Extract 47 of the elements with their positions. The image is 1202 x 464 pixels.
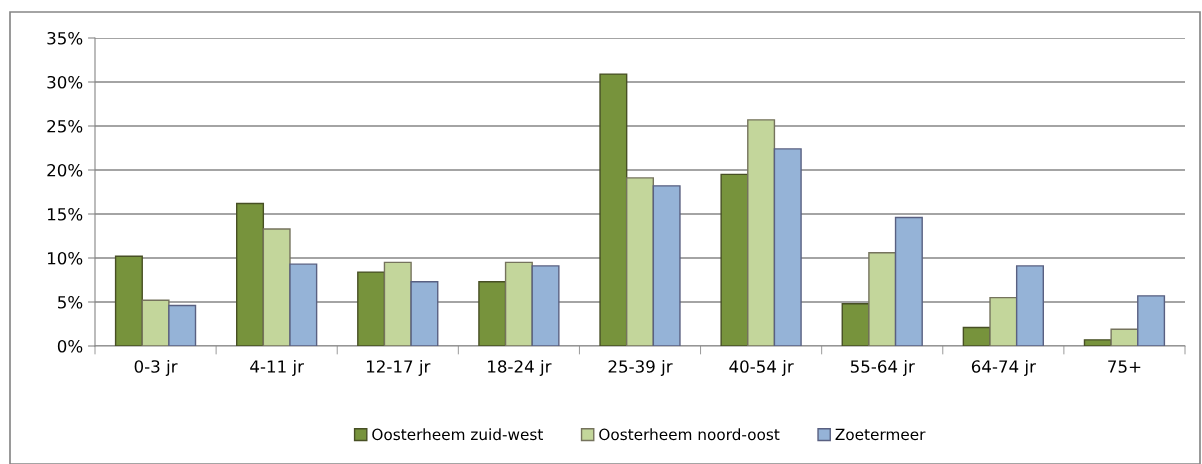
legend-label: Oosterheem zuid-west bbox=[372, 428, 543, 441]
legend-label: Zoetermeer bbox=[835, 428, 926, 441]
bar bbox=[720, 173, 749, 346]
bar bbox=[289, 263, 318, 346]
y-tick-label: 0% bbox=[57, 339, 83, 353]
x-tick-label: 18-24 jr bbox=[488, 359, 552, 377]
bar bbox=[962, 326, 991, 346]
bar bbox=[531, 265, 560, 346]
bar bbox=[383, 261, 412, 346]
y-tick-label: 30% bbox=[47, 75, 83, 89]
y-tick-label: 5% bbox=[58, 295, 83, 309]
y-tick-label: 25% bbox=[47, 119, 83, 133]
bar bbox=[841, 303, 870, 346]
x-tick-label: 40-54 jr bbox=[729, 359, 794, 377]
x-tick-label: 12-17 jr bbox=[367, 359, 431, 377]
bar bbox=[989, 296, 1018, 346]
legend-label: Oosterheem noord-oost bbox=[599, 428, 780, 441]
x-tick-label: 55-64 jr bbox=[850, 359, 915, 377]
bar bbox=[357, 271, 386, 346]
bar bbox=[168, 304, 197, 346]
bar bbox=[652, 185, 681, 346]
bar bbox=[410, 281, 439, 346]
bar bbox=[1083, 339, 1112, 346]
bar bbox=[114, 255, 143, 346]
bar bbox=[504, 261, 533, 346]
y-tick-label: 15% bbox=[47, 207, 83, 221]
y-tick-label: 20% bbox=[47, 163, 83, 177]
bar bbox=[1137, 295, 1166, 346]
bar bbox=[141, 299, 170, 346]
bar bbox=[868, 252, 897, 346]
bar bbox=[1015, 265, 1044, 346]
bar bbox=[236, 202, 265, 346]
x-tick-label: 4-11 jr bbox=[250, 359, 304, 377]
bar bbox=[894, 216, 923, 346]
x-tick-label: 25-39 jr bbox=[608, 359, 673, 377]
y-tick-label: 10% bbox=[47, 251, 83, 265]
bar bbox=[625, 177, 655, 346]
bar bbox=[478, 281, 507, 346]
bar bbox=[1110, 328, 1139, 346]
bar bbox=[599, 73, 628, 346]
bar bbox=[262, 228, 291, 346]
x-tick-label: 75+ bbox=[1108, 360, 1141, 373]
bar bbox=[773, 148, 802, 346]
bar bbox=[747, 119, 776, 346]
x-tick-label: 64-74 jr bbox=[971, 359, 1036, 377]
y-tick-label: 35% bbox=[47, 31, 83, 45]
x-tick-label: 0-3 jr bbox=[134, 359, 178, 377]
